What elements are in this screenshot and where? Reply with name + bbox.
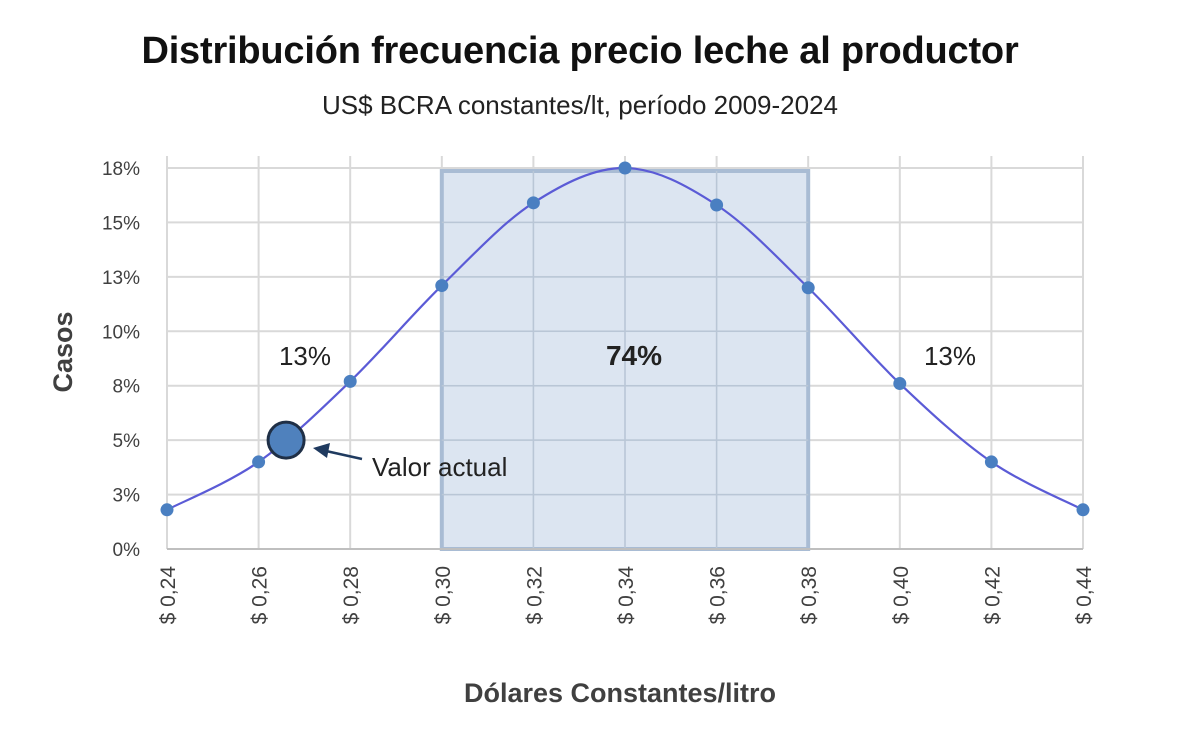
y-tick-label: 10% [102, 322, 140, 343]
x-tick-label: $ 0,40 [890, 566, 913, 624]
x-tick-label: $ 0,24 [157, 566, 180, 625]
x-tick-label: $ 0,36 [707, 566, 730, 624]
current-value-label: Valor actual [372, 452, 507, 482]
x-axis-ticks: $ 0,24 $ 0,26 $ 0,28 $ 0,30 $ 0,32 $ 0,34 $ 0,… [157, 566, 1096, 625]
x-tick-label: $ 0,28 [340, 566, 363, 624]
y-axis-title: Casos [48, 311, 78, 392]
x-tick-label: $ 0,38 [798, 566, 821, 624]
center-band-label: 74% [606, 340, 662, 371]
x-tick-label: $ 0,34 [615, 566, 638, 625]
y-tick-label: 8% [113, 377, 141, 398]
y-axis-ticks: 0% 3% 5% 8% 10% 13% 15% 18% [102, 159, 140, 561]
x-tick-label: $ 0,26 [249, 566, 272, 624]
y-tick-label: 13% [102, 268, 140, 289]
y-tick-label: 5% [113, 431, 141, 452]
chart-subtitle: US$ BCRA constantes/lt, período 2009-202… [322, 90, 838, 120]
y-tick-label: 0% [113, 540, 141, 561]
y-tick-label: 3% [113, 486, 141, 507]
chart-title: Distribución frecuencia precio leche al … [141, 30, 1019, 72]
axes [167, 171, 1083, 550]
left-tail-label: 13% [279, 341, 331, 371]
x-tick-label: $ 0,42 [981, 566, 1004, 624]
right-tail-label: 13% [924, 341, 976, 371]
y-tick-label: 18% [102, 159, 140, 180]
x-tick-label: $ 0,30 [432, 566, 455, 624]
arrow-icon [313, 443, 363, 461]
data-point-markers [160, 161, 1090, 517]
x-tick-label: $ 0,44 [1073, 566, 1096, 625]
y-tick-label: 15% [102, 213, 140, 234]
current-value-marker [266, 420, 306, 460]
x-tick-label: $ 0,32 [523, 566, 546, 624]
x-axis-title: Dólares Constantes/litro [464, 678, 776, 708]
